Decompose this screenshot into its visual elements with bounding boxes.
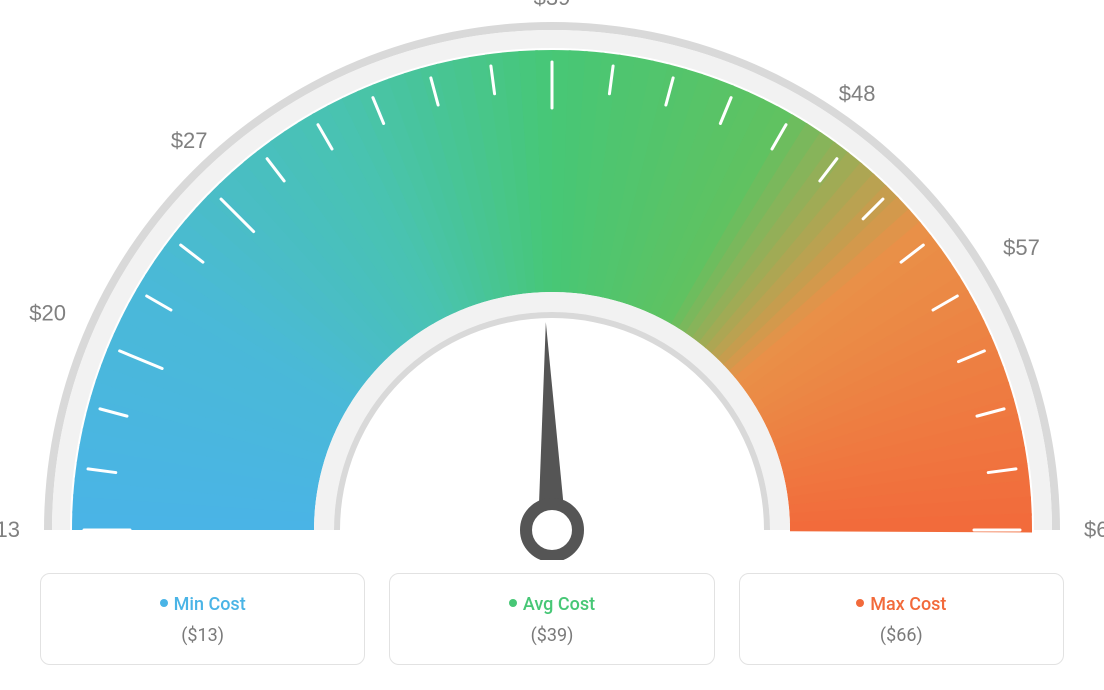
legend-min-label: Min Cost [174, 594, 246, 615]
gauge-svg: $13 $20 $27 $39 $48 $57 $66 [0, 0, 1104, 560]
dot-icon [160, 599, 168, 607]
legend-row: Min Cost ($13) Avg Cost ($39) Max Cost (… [40, 573, 1064, 665]
legend-avg-value: ($39) [400, 625, 703, 646]
legend-min: Min Cost ($13) [40, 573, 365, 665]
svg-text:$39: $39 [534, 0, 571, 10]
svg-text:$13: $13 [0, 517, 20, 542]
svg-text:$48: $48 [839, 81, 876, 106]
legend-max-label: Max Cost [870, 594, 946, 615]
gauge-chart: $13 $20 $27 $39 $48 $57 $66 [0, 0, 1104, 560]
dot-icon [856, 599, 864, 607]
svg-text:$66: $66 [1084, 517, 1104, 542]
legend-max-title: Max Cost [750, 594, 1053, 615]
svg-text:$57: $57 [1003, 235, 1040, 260]
dot-icon [509, 599, 517, 607]
legend-avg-title: Avg Cost [400, 594, 703, 615]
legend-min-title: Min Cost [51, 594, 354, 615]
legend-avg: Avg Cost ($39) [389, 573, 714, 665]
legend-avg-label: Avg Cost [523, 594, 595, 615]
legend-max-value: ($66) [750, 625, 1053, 646]
legend-max: Max Cost ($66) [739, 573, 1064, 665]
svg-text:$20: $20 [29, 301, 66, 326]
svg-text:$27: $27 [171, 128, 208, 153]
legend-min-value: ($13) [51, 625, 354, 646]
